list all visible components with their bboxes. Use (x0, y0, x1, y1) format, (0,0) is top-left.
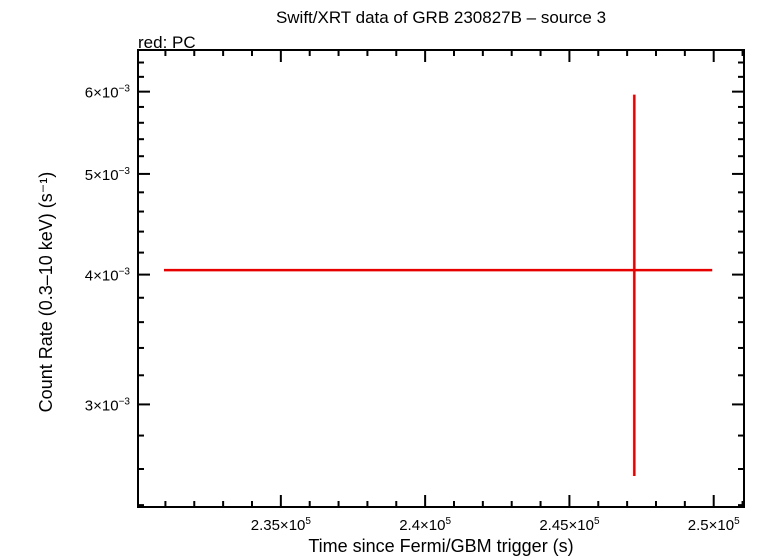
chart-subtitle: red: PC (138, 33, 196, 52)
y-tick-label: 5×10−3 (85, 166, 131, 184)
x-tick-label: 2.35×105 (251, 516, 312, 534)
x-tick-label: 2.4×105 (399, 516, 451, 534)
y-tick-label: 6×10−3 (85, 84, 131, 102)
y-tick-label: 3×10−3 (85, 396, 131, 414)
x-axis-label: Time since Fermi/GBM trigger (s) (308, 536, 574, 556)
y-tick-label: 4×10−3 (85, 267, 131, 285)
x-tick-label: 2.45×105 (539, 516, 600, 534)
x-tick-label: 2.5×105 (688, 516, 740, 534)
plot-frame (137, 49, 745, 508)
chart-title: Swift/XRT data of GRB 230827B – source 3 (275, 8, 607, 27)
